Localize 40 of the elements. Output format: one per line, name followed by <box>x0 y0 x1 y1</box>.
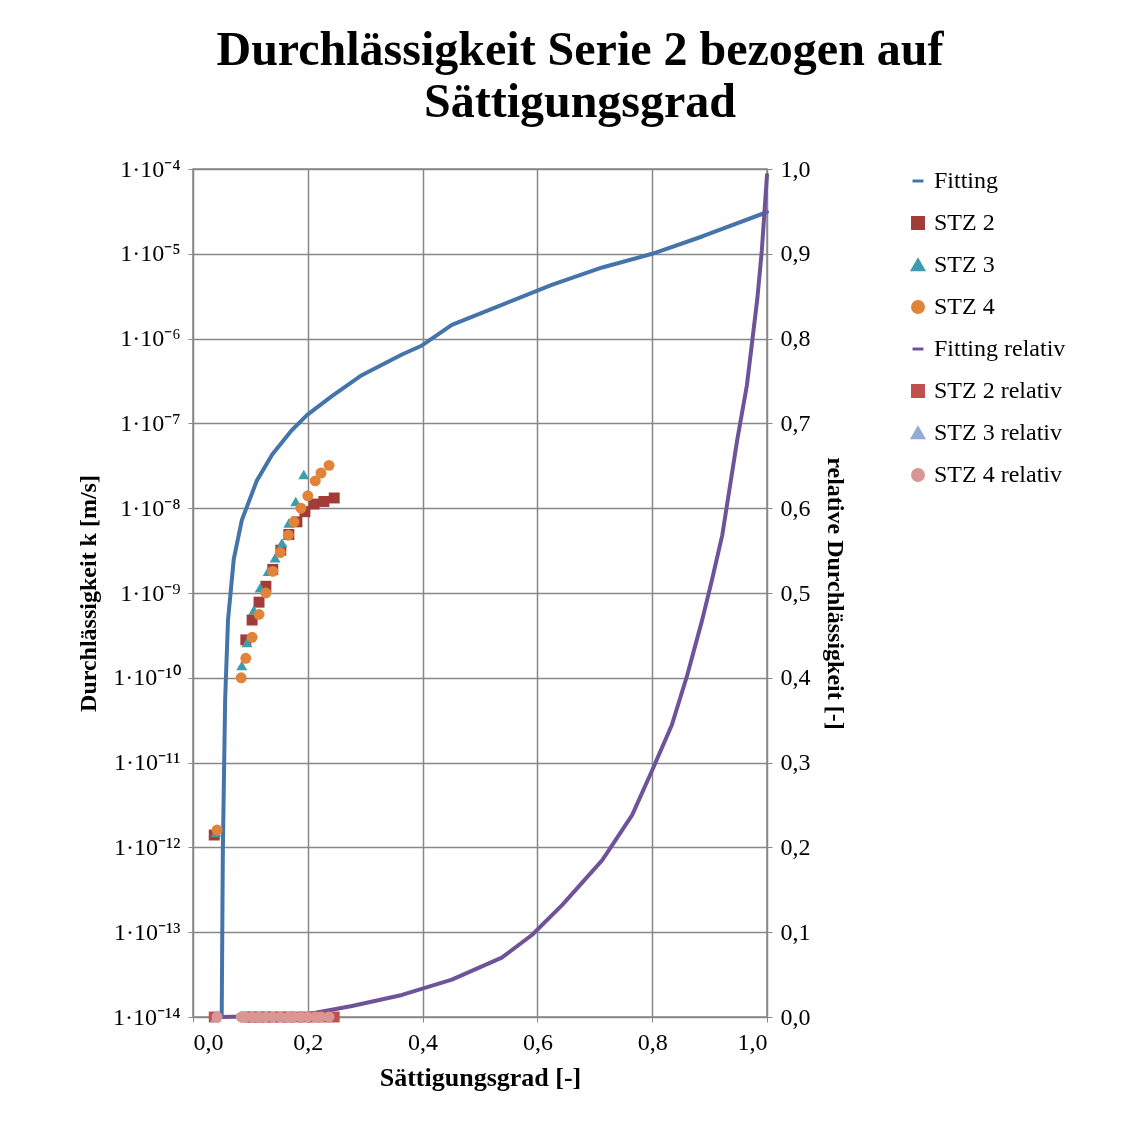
y2-tick-label: 0,9 <box>780 240 811 267</box>
y-tick-label: 1·10⁻⁷ <box>120 409 181 436</box>
y-tick-label: 1·10⁻¹⁴ <box>112 1003 181 1030</box>
y-tick-label: 1·10⁻¹³ <box>114 918 181 945</box>
y2-axis-title: relative Durchlässigkeit [-] <box>822 457 849 730</box>
y2-tick-label: 0,2 <box>780 833 811 860</box>
legend-label: Fitting <box>934 167 999 193</box>
y2-tick-label: 0,3 <box>780 749 811 776</box>
y2-tick-label: 0,5 <box>780 579 811 606</box>
y2-tick-label: 0,0 <box>780 1003 811 1030</box>
x-tick-label: 0,2 <box>293 1028 324 1055</box>
y-axis-title: Durchlässigkeit k [m/s] <box>74 475 101 712</box>
x-tick-label: 0,0 <box>193 1028 224 1055</box>
x-tick-label: 0,6 <box>522 1028 553 1055</box>
y2-tick-label: 0,1 <box>780 918 811 945</box>
y-tick-label: 1·10⁻¹⁰ <box>113 664 181 691</box>
y2-tick-label: 0,6 <box>780 494 811 521</box>
legend-label: Fitting relativ <box>934 335 1066 361</box>
x-tick-label: 1,0 <box>737 1028 768 1055</box>
legend-label: STZ 4 relativ <box>934 461 1062 487</box>
y2-tick-label: 0,7 <box>780 409 811 436</box>
y-tick-label: 1·10⁻⁴ <box>120 155 181 182</box>
y-tick-label: 1·10⁻⁹ <box>120 579 181 606</box>
legend-label: STZ 2 relativ <box>934 377 1062 403</box>
y2-tick-label: 1,0 <box>780 155 811 182</box>
y-tick-label: 1·10⁻¹¹ <box>114 749 181 776</box>
chart-title: Durchlässigkeit Serie 2 bezogen auf Sättigungsgrad <box>216 22 945 127</box>
y-tick-label: 1·10⁻⁵ <box>120 240 181 267</box>
x-axis-title: Sättigungsgrad [-] <box>379 1062 582 1092</box>
y2-tick-label: 0,8 <box>780 325 811 352</box>
x-tick-label: 0,4 <box>408 1028 439 1055</box>
y2-tick-label: 0,4 <box>780 664 811 691</box>
legend-label: STZ 4 <box>934 293 995 319</box>
y-tick-label: 1·10⁻¹² <box>114 833 181 860</box>
y-tick-label: 1·10⁻⁸ <box>120 494 181 521</box>
y-tick-label: 1·10⁻⁶ <box>120 325 181 352</box>
legend-label: STZ 3 <box>934 251 995 277</box>
x-tick-label: 0,8 <box>637 1028 668 1055</box>
legend-label: STZ 2 <box>934 209 995 235</box>
legend-label: STZ 3 relativ <box>934 419 1062 445</box>
